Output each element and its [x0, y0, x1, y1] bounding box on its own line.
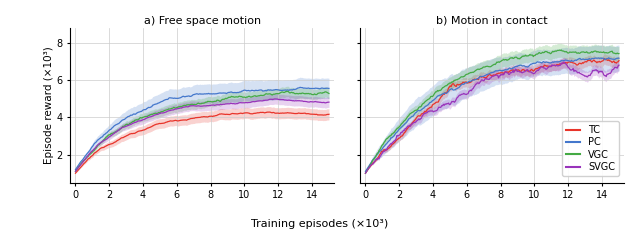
Text: Training episodes (×10³): Training episodes (×10³) — [252, 219, 388, 229]
Legend: TC, PC, VGC, SVGC: TC, PC, VGC, SVGC — [562, 121, 619, 176]
Title: a) Free space motion: a) Free space motion — [143, 16, 260, 26]
Y-axis label: Episode reward (×10³): Episode reward (×10³) — [44, 46, 54, 164]
Title: b) Motion in contact: b) Motion in contact — [436, 16, 548, 26]
